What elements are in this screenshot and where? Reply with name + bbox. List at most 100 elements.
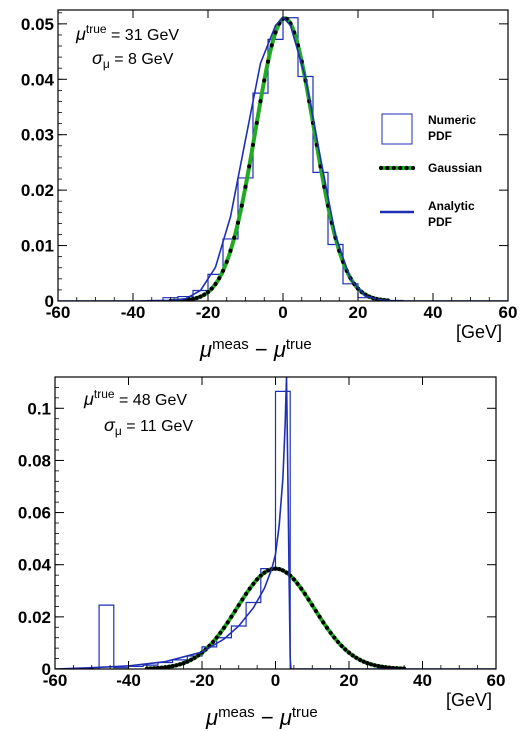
top-y-tick-label: 0.03 — [21, 126, 54, 145]
top-gaussian-point — [235, 220, 241, 225]
legend-gaussian-dot — [385, 165, 390, 171]
top-gaussian-point — [205, 289, 211, 295]
bottom-gaussian-point — [214, 635, 219, 640]
bottom-analytic-pdf-curve — [55, 377, 496, 669]
bottom-gaussian-point — [299, 586, 304, 591]
bottom-gaussian-point — [218, 630, 223, 635]
top-gaussian-point — [273, 30, 278, 35]
top-annotation-mu-true: μtrue = 31 GeV — [75, 22, 179, 44]
bottom-gaussian-point — [376, 664, 381, 669]
bottom-gaussian-point — [339, 643, 344, 649]
top-x-tick-label: -20 — [196, 303, 221, 322]
bottom-gaussian-point — [210, 639, 216, 645]
bottom-gaussian-point — [174, 663, 179, 668]
top-y-tick-label: 0.05 — [21, 15, 54, 34]
bottom-gaussian-point — [335, 639, 341, 645]
top-gaussian-point — [262, 78, 267, 83]
bottom-gaussian-point — [177, 662, 183, 667]
bottom-gaussian-point — [152, 666, 157, 669]
bottom-gaussian-point — [357, 657, 363, 662]
top-gaussian-point — [213, 281, 218, 287]
bottom-gaussian-point — [185, 659, 190, 664]
bottom-gaussian-point — [295, 581, 300, 586]
top-gaussian-point — [198, 294, 203, 299]
top-x-unit-label: [GeV] — [456, 322, 502, 342]
bottom-gaussian-point — [343, 647, 348, 652]
bottom-gaussian-point — [280, 568, 285, 573]
bottom-gaussian-point — [251, 581, 256, 586]
bottom-gaussian-point — [321, 620, 326, 625]
top-annotation-sigma: σμ = 8 GeV — [92, 48, 174, 71]
bottom-x-tick-label: 60 — [487, 671, 506, 690]
top-y-tick-label: 0 — [45, 292, 54, 311]
bottom-gaussian-point — [332, 635, 337, 640]
bottom-annotation-sigma: σμ = 11 GeV — [104, 415, 193, 438]
top-x-tick-label: -60 — [46, 303, 71, 322]
bottom-histogram-bin — [261, 569, 276, 669]
bottom-x-tick-label: -40 — [116, 671, 141, 690]
bottom-y-tick-label: 0.1 — [27, 399, 51, 418]
legend-gaussian-dot — [398, 165, 403, 171]
top-y-tick-label: 0.04 — [21, 70, 55, 89]
bottom-gaussian-point — [317, 614, 322, 619]
bottom-gaussian-point — [273, 566, 278, 571]
bottom-gaussian-point — [247, 586, 252, 591]
top-x-tick-label: -40 — [121, 303, 146, 322]
legend-gaussian-dots — [378, 165, 416, 171]
legend-analytic-label-line2: PDF — [428, 215, 452, 229]
bottom-gaussian-point — [258, 573, 263, 578]
bottom-gaussian-point — [313, 608, 319, 614]
top-gaussian-point — [250, 142, 256, 147]
bottom-gaussian-point — [255, 577, 260, 582]
top-y-tick-label: 0.02 — [21, 181, 54, 200]
bottom-gaussian-point — [148, 666, 153, 669]
bottom-gaussian-point — [328, 630, 333, 635]
top-gaussian-point — [209, 286, 214, 291]
top-x-tick-label: 60 — [499, 303, 518, 322]
bottom-gaussian-point — [262, 570, 267, 575]
bottom-annotation-mu-true: μtrue = 48 GeV — [83, 387, 187, 409]
bottom-x-tick-label: 0 — [271, 671, 280, 690]
top-gaussian-point — [265, 59, 271, 64]
bottom-gaussian-point — [291, 577, 296, 582]
bottom-y-tick-label: 0.02 — [18, 608, 51, 627]
bottom-gaussian-point — [354, 655, 359, 660]
top-gaussian-point — [217, 276, 222, 281]
bottom-x-tick-label: 40 — [413, 671, 432, 690]
legend-numeric-label-line1: Numeric — [428, 113, 476, 127]
bottom-gaussian-point — [368, 662, 374, 667]
bottom-y-tick-label: 0.06 — [18, 504, 51, 523]
bottom-gaussian-point — [302, 591, 307, 597]
bottom-gaussian-point — [387, 665, 392, 669]
bottom-x-tick-label: -20 — [190, 671, 215, 690]
bottom-gaussian-point — [192, 655, 197, 660]
bottom-y-tick-label: 0 — [42, 660, 51, 679]
legend-gaussian-label: Gaussian — [428, 161, 482, 175]
bottom-gaussian-point — [350, 653, 355, 658]
bottom-gaussian-point — [244, 591, 249, 597]
bottom-gaussian-point — [306, 597, 311, 602]
legend-numeric-label-line2: PDF — [428, 129, 452, 143]
top-gaussian-point — [258, 99, 263, 104]
top-gaussian-point — [269, 43, 274, 48]
bottom-gaussian-point — [266, 568, 271, 573]
bottom-histogram-bin — [246, 603, 261, 669]
bottom-gaussian-point — [188, 657, 194, 662]
bottom-gaussian-point — [221, 625, 227, 630]
legend-analytic-label-line1: Analytic — [428, 199, 475, 213]
bottom-gaussian-point — [284, 570, 289, 575]
bottom-gaussian-point — [181, 661, 186, 666]
bottom-y-tick-label: 0.04 — [18, 556, 52, 575]
bottom-gaussian-point — [379, 664, 385, 669]
bottom-x-tick-label: 20 — [340, 671, 359, 690]
bottom-gaussian-point — [229, 614, 234, 619]
top-x-tick-label: 0 — [278, 303, 287, 322]
bottom-gaussian-point — [365, 661, 370, 666]
top-x-axis-title: μmeas − μtrue — [199, 336, 312, 362]
bottom-gaussian-point — [155, 665, 160, 669]
bottom-gaussian-point — [310, 603, 315, 608]
bottom-gaussian-point — [240, 597, 245, 602]
bottom-gaussian-point — [346, 650, 352, 655]
top-histogram-bin — [268, 39, 283, 301]
